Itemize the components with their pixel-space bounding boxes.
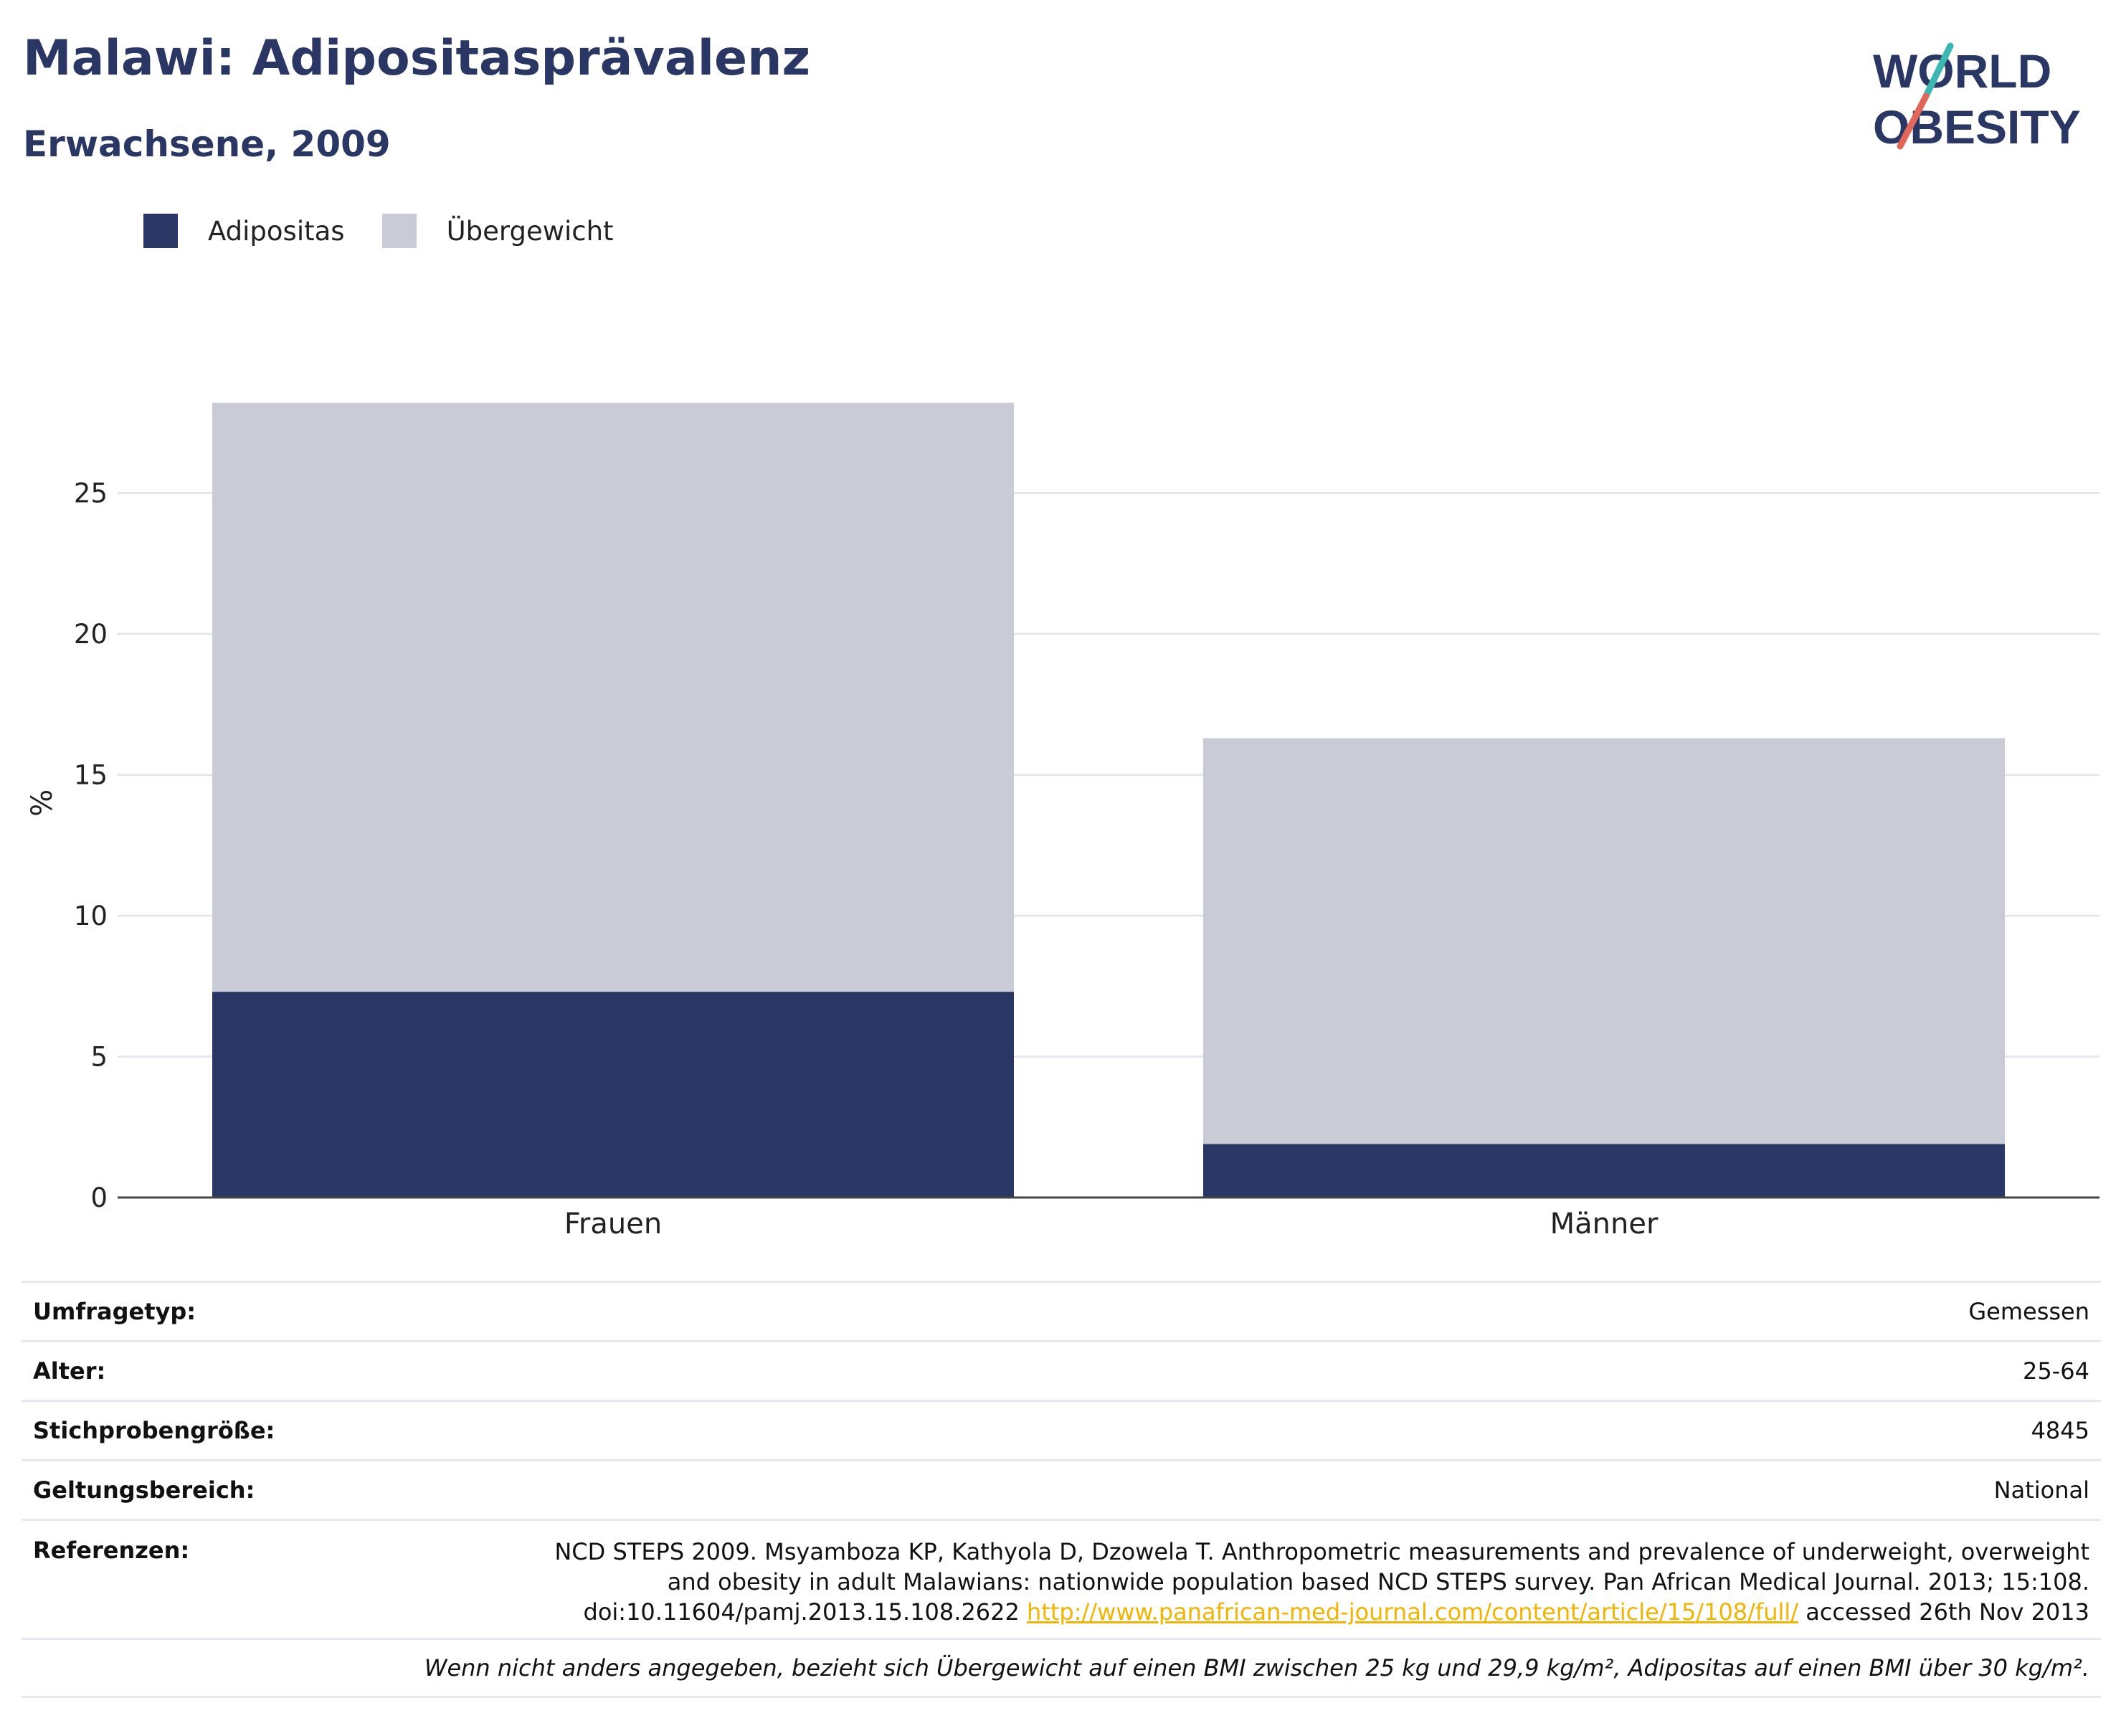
age-value: 25-64 — [2023, 1357, 2089, 1385]
bar-übergewicht-frauen — [212, 402, 1014, 992]
age-label: Alter: — [33, 1357, 106, 1385]
stacked-bar-chart: 0 5 10 15 20 25% Frauen Männer — [26, 402, 2099, 1241]
sample-size-value: 4845 — [2031, 1417, 2089, 1444]
sample-size-label: Stichprobengröße: — [33, 1417, 275, 1444]
bmi-footnote: Wenn nicht anders angegeben, bezieht sic… — [424, 1654, 2089, 1682]
legend-label-adipositas: Adipositas — [208, 215, 345, 247]
world-obesity-logo: WORLD OBESITY — [1873, 42, 2081, 152]
page-title: Malawi: Adipositasprävalenz — [23, 30, 811, 87]
info-row-scope: Geltungsbereich: National — [22, 1459, 2101, 1519]
y-tick-label: 5 — [90, 1042, 108, 1073]
x-tick-label: Männer — [1550, 1208, 1659, 1241]
chart-legend: Adipositas Übergewicht — [143, 214, 651, 248]
y-tick-label: 0 — [90, 1182, 108, 1213]
survey-type-value: Gemessen — [1968, 1298, 2089, 1325]
legend-label-uebergewicht: Übergewicht — [446, 215, 614, 247]
reference-link[interactable]: http://www.panafrican-med-journal.com/co… — [1027, 1598, 1799, 1626]
logo-slash-teal — [1922, 42, 1954, 100]
reference-line-3: doi:10.11604/pamj.2013.15.108.2622 http:… — [333, 1597, 2090, 1627]
scope-value: National — [1993, 1476, 2089, 1504]
scope-label: Geltungsbereich: — [33, 1476, 255, 1504]
info-row-age: Alter: 25-64 — [22, 1340, 2101, 1400]
legend-swatch-adipositas — [143, 214, 178, 248]
survey-type-label: Umfragetyp: — [33, 1298, 196, 1325]
legend-swatch-uebergewicht — [381, 214, 417, 248]
y-tick-label: 15 — [74, 760, 108, 791]
bar-adipositas-männer — [1203, 1144, 2005, 1197]
page-subtitle: Erwachsene, 2009 — [23, 123, 391, 165]
bar-adipositas-frauen — [212, 992, 1014, 1197]
y-axis-title: % — [26, 789, 59, 817]
bar-übergewicht-männer — [1203, 738, 2005, 1144]
reference-line-1: NCD STEPS 2009. Msyamboza KP, Kathyola D… — [554, 1538, 2089, 1565]
y-tick-label: 20 — [74, 619, 108, 650]
legend-item-uebergewicht[interactable]: Übergewicht — [381, 214, 614, 248]
survey-info-table: Umfragetyp: Gemessen Alter: 25-64 Stichp… — [22, 1281, 2101, 1698]
info-row-sample-size: Stichprobengröße: 4845 — [22, 1400, 2101, 1459]
y-tick-label: 10 — [74, 901, 108, 931]
x-tick-label: Frauen — [564, 1208, 662, 1241]
logo-slash-coral — [1897, 93, 1930, 150]
references-text: NCD STEPS 2009. Msyamboza KP, Kathyola D… — [333, 1537, 2089, 1627]
info-row-footnote: Wenn nicht anders angegeben, bezieht sic… — [22, 1638, 2101, 1698]
legend-item-adipositas[interactable]: Adipositas — [143, 214, 345, 248]
reference-line-2: and obesity in adult Malawians: nationwi… — [667, 1568, 2089, 1595]
info-row-survey-type: Umfragetyp: Gemessen — [22, 1281, 2101, 1340]
reference-accessed: accessed 26th Nov 2013 — [1798, 1598, 2089, 1626]
logo-line1: WORLD — [1873, 44, 2051, 98]
info-row-references: Referenzen: NCD STEPS 2009. Msyamboza KP… — [22, 1519, 2101, 1638]
references-label: Referenzen: — [33, 1537, 190, 1564]
reference-doi: doi:10.11604/pamj.2013.15.108.2622 — [583, 1598, 1028, 1626]
y-tick-label: 25 — [74, 478, 108, 509]
